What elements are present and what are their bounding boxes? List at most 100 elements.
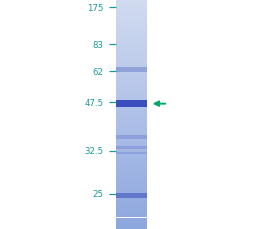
Bar bbox=[116, 50, 147, 51]
Bar bbox=[116, 30, 147, 31]
Bar bbox=[116, 36, 147, 37]
Bar bbox=[116, 201, 147, 202]
Bar bbox=[116, 16, 147, 17]
Text: 83: 83 bbox=[93, 40, 104, 49]
Bar bbox=[116, 164, 147, 165]
Bar bbox=[116, 162, 147, 163]
Bar bbox=[116, 180, 147, 181]
Bar bbox=[116, 112, 147, 113]
Bar bbox=[116, 187, 147, 188]
Bar bbox=[116, 65, 147, 66]
Bar bbox=[116, 64, 147, 65]
Bar bbox=[116, 117, 147, 118]
Bar bbox=[116, 9, 147, 10]
Bar bbox=[116, 83, 147, 84]
Bar bbox=[116, 129, 147, 130]
Bar bbox=[116, 153, 147, 154]
Bar bbox=[116, 58, 147, 59]
Bar bbox=[116, 19, 147, 20]
Bar bbox=[116, 175, 147, 176]
Bar bbox=[116, 189, 147, 190]
Bar bbox=[116, 154, 147, 155]
Bar bbox=[116, 131, 147, 132]
Bar bbox=[116, 108, 147, 109]
Bar bbox=[116, 25, 147, 26]
Bar bbox=[116, 181, 147, 182]
Bar bbox=[116, 11, 147, 12]
Bar bbox=[116, 126, 147, 127]
Bar bbox=[116, 137, 147, 138]
Bar bbox=[116, 212, 147, 213]
Bar bbox=[116, 133, 147, 134]
Bar bbox=[116, 81, 147, 82]
Bar bbox=[116, 12, 147, 13]
Bar bbox=[116, 74, 147, 75]
Bar bbox=[116, 146, 147, 147]
Bar bbox=[116, 163, 147, 164]
Bar bbox=[116, 79, 147, 80]
Bar bbox=[116, 8, 147, 9]
Bar bbox=[116, 188, 147, 189]
Bar bbox=[116, 1, 147, 2]
Bar bbox=[116, 118, 147, 119]
Bar bbox=[116, 52, 147, 53]
Bar bbox=[116, 96, 147, 97]
Bar bbox=[116, 49, 147, 50]
Bar bbox=[116, 68, 147, 69]
Bar bbox=[116, 95, 147, 96]
Bar bbox=[116, 177, 147, 178]
Bar bbox=[116, 152, 147, 155]
Bar bbox=[116, 114, 147, 115]
Bar bbox=[116, 53, 147, 54]
Bar bbox=[116, 191, 147, 192]
Bar bbox=[116, 90, 147, 91]
Bar bbox=[116, 207, 147, 208]
Bar bbox=[116, 23, 147, 24]
Bar bbox=[116, 100, 147, 101]
Bar bbox=[116, 173, 147, 174]
Bar bbox=[116, 155, 147, 156]
Bar bbox=[116, 38, 147, 39]
Bar bbox=[116, 102, 147, 103]
Bar bbox=[116, 200, 147, 201]
Bar bbox=[116, 127, 147, 128]
Bar bbox=[116, 134, 147, 135]
Bar bbox=[116, 193, 147, 194]
Bar bbox=[116, 192, 147, 193]
Bar bbox=[116, 66, 147, 67]
Bar bbox=[116, 94, 147, 95]
Text: 32.5: 32.5 bbox=[85, 147, 104, 156]
Bar bbox=[116, 145, 147, 146]
Bar bbox=[116, 211, 147, 212]
Bar bbox=[116, 40, 147, 41]
Bar bbox=[116, 32, 147, 33]
Bar bbox=[116, 18, 147, 19]
Bar bbox=[116, 169, 147, 170]
Bar bbox=[116, 222, 147, 223]
Bar bbox=[116, 13, 147, 14]
Bar bbox=[116, 70, 147, 71]
Bar bbox=[116, 195, 147, 196]
Bar bbox=[116, 209, 147, 210]
Bar bbox=[116, 157, 147, 158]
Bar bbox=[116, 10, 147, 11]
Bar bbox=[116, 44, 147, 45]
Bar bbox=[116, 204, 147, 205]
Bar bbox=[116, 43, 147, 44]
Bar bbox=[116, 29, 147, 30]
Bar bbox=[116, 93, 147, 94]
Bar bbox=[116, 89, 147, 90]
Bar bbox=[116, 176, 147, 177]
Bar bbox=[116, 220, 147, 221]
Bar bbox=[116, 35, 147, 36]
Bar bbox=[116, 186, 147, 187]
Bar bbox=[116, 104, 147, 105]
Bar bbox=[116, 161, 147, 162]
Bar bbox=[116, 171, 147, 172]
Bar bbox=[116, 39, 147, 40]
Bar bbox=[116, 149, 147, 150]
Bar bbox=[116, 144, 147, 145]
Bar bbox=[116, 42, 147, 43]
Bar bbox=[116, 20, 147, 21]
Bar bbox=[116, 172, 147, 173]
